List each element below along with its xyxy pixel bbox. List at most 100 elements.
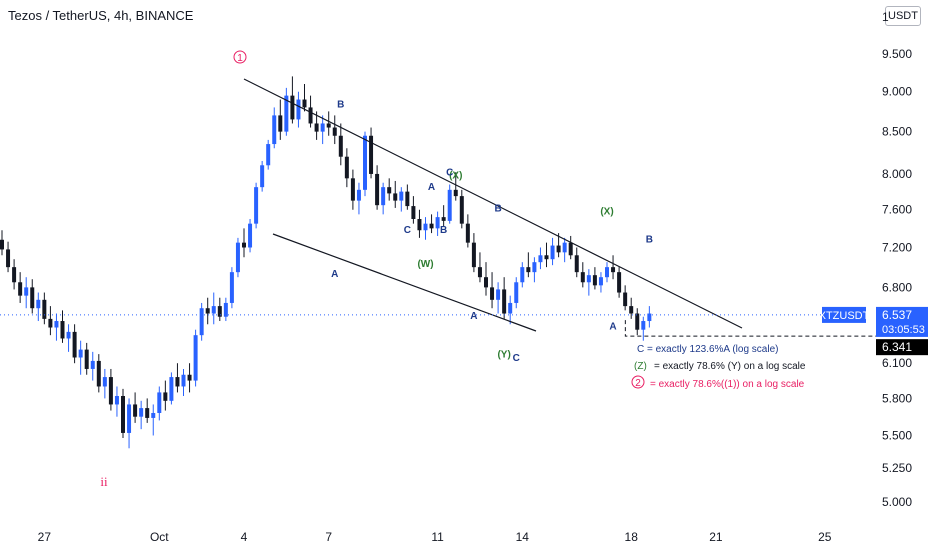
symbol-label: XTZUSDT (819, 310, 870, 322)
candle (229, 267, 234, 309)
candle (441, 205, 446, 227)
last-price-value: 6.537 (882, 308, 912, 322)
candle (429, 214, 434, 234)
legend-2-circle: 2 (631, 375, 645, 389)
candle (157, 386, 162, 421)
time-tick-label: Oct (150, 530, 169, 544)
candle (605, 262, 609, 283)
candle (550, 237, 555, 266)
price-axis[interactable]: 9.500 9.000 8.500 8.000 7.600 7.200 6.800 6.100… (882, 47, 912, 509)
level-value: 6.341 (882, 340, 912, 354)
time-tick-label: 18 (625, 530, 639, 544)
candle (90, 351, 95, 381)
wave-label: (W) (417, 259, 433, 270)
svg-text:2: 2 (635, 378, 641, 389)
candle (242, 228, 246, 258)
candle (114, 386, 119, 417)
level-line (624, 320, 876, 337)
candle (647, 306, 652, 328)
candle (12, 259, 17, 290)
candle (332, 115, 337, 145)
time-tick-label: 11 (431, 530, 444, 544)
top-partial-tick: 1 (882, 10, 889, 24)
wave-label: B (494, 204, 501, 215)
candle (48, 306, 53, 336)
price-tick-label: 5.250 (882, 461, 912, 475)
candle (290, 76, 295, 124)
candle (538, 247, 543, 270)
candle (102, 368, 107, 399)
candle (108, 368, 113, 411)
price-tick-label: 8.500 (882, 125, 912, 139)
candle (496, 282, 501, 314)
wave-label: A (331, 269, 338, 280)
candle (453, 172, 458, 201)
candle (526, 252, 531, 278)
wave-label: B (337, 99, 344, 110)
candle (30, 279, 35, 314)
candle (338, 123, 343, 166)
candle (381, 182, 386, 215)
candle (586, 269, 591, 296)
time-axis[interactable]: 27 Oct 4 7 11 14 18 21 25 (38, 530, 832, 544)
candle (272, 107, 277, 149)
candle (139, 400, 144, 430)
candle (223, 297, 228, 322)
candle (235, 237, 240, 278)
candle (514, 277, 519, 309)
candle (320, 115, 325, 145)
candle (18, 272, 23, 303)
candle (502, 277, 507, 319)
candle (477, 252, 482, 283)
time-tick-label: 14 (516, 530, 530, 544)
candle (490, 272, 495, 309)
price-tick-label: 6.800 (882, 280, 912, 294)
lower-trendline (272, 233, 537, 332)
candle (562, 237, 567, 263)
wave-label: (X) (600, 206, 613, 217)
candle (193, 329, 198, 387)
candle (84, 342, 89, 375)
candle (260, 160, 265, 192)
candle (248, 218, 253, 253)
legend-z: = exactly 78.6% (Y) on a log scale (654, 361, 806, 372)
candle (544, 242, 549, 268)
price-tick-label: 6.100 (882, 356, 912, 370)
candle (520, 262, 525, 288)
candle (308, 95, 313, 128)
candle (629, 297, 634, 319)
candle (217, 297, 222, 322)
candle (399, 187, 404, 212)
currency-button[interactable]: USDT (885, 6, 921, 26)
candle (6, 241, 11, 273)
candle (611, 255, 616, 280)
wave-label: C (404, 225, 411, 236)
candle (375, 165, 380, 210)
time-tick-label: 27 (38, 530, 52, 544)
candle (641, 316, 646, 341)
candle (411, 196, 416, 224)
price-tick-label: 7.200 (882, 240, 912, 254)
candle (36, 292, 41, 322)
candle (163, 380, 168, 411)
price-tick-label: 5.500 (882, 428, 912, 442)
time-tick-label: 25 (818, 530, 832, 544)
candle (211, 292, 216, 325)
candle (205, 297, 210, 325)
candle (187, 363, 192, 393)
candle (121, 388, 125, 439)
price-tick-label: 5.800 (882, 391, 912, 405)
candles-layer (0, 76, 652, 449)
candle (532, 257, 537, 283)
candle (302, 84, 307, 112)
candle (151, 404, 156, 436)
price-tick-label: 9.000 (882, 85, 912, 99)
candle (96, 354, 101, 393)
svg-text:1: 1 (882, 10, 889, 24)
candle (78, 340, 83, 375)
candle (369, 127, 374, 179)
price-tick-label: 8.000 (882, 167, 912, 181)
circle-1-label: 1 (233, 50, 247, 64)
legend-2: = exactly 78.6%((1)) on a log scale (650, 379, 805, 390)
